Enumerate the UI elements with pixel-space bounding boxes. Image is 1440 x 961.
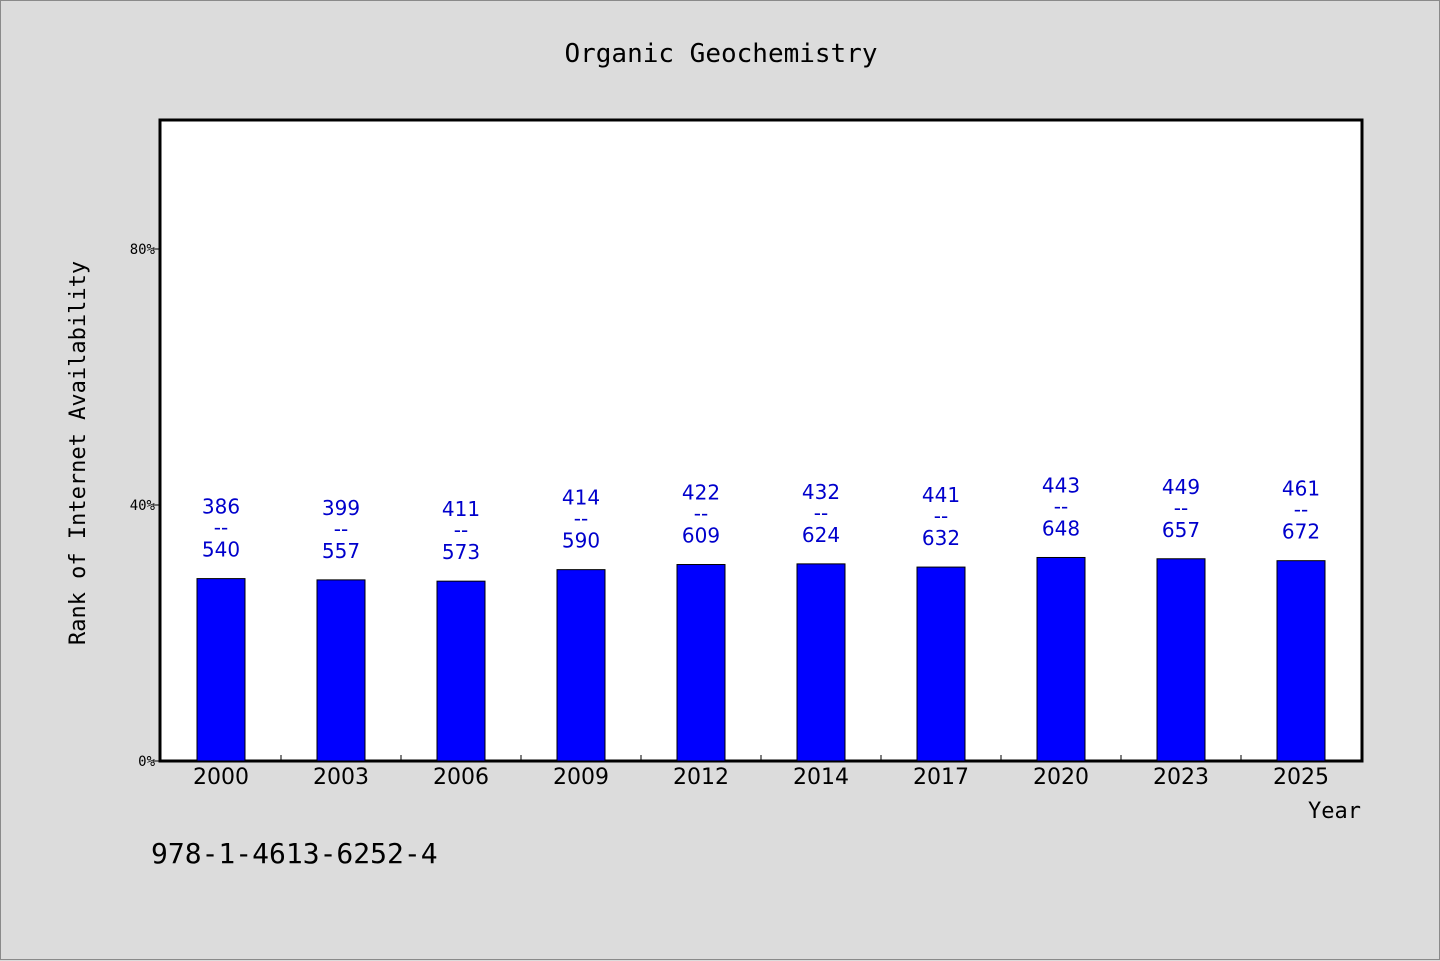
data-label-separator: -- — [334, 517, 348, 541]
data-label-bottom: 672 — [1282, 520, 1320, 544]
data-label-top: 443 — [1042, 473, 1080, 497]
y-tick-label: 80% — [130, 242, 156, 258]
data-label-top: 449 — [1162, 475, 1200, 499]
data-label-bottom: 540 — [202, 538, 240, 562]
data-labels: 540--386557--399573--411590--414609--422… — [202, 473, 1320, 564]
x-tick-label: 2023 — [1153, 765, 1209, 790]
y-tick-label: 40% — [130, 498, 156, 514]
data-label-top: 399 — [322, 496, 360, 520]
data-label-bottom: 632 — [922, 526, 960, 550]
data-label-bottom: 657 — [1162, 518, 1200, 542]
bar — [1276, 560, 1326, 762]
x-tick-label: 2014 — [793, 765, 849, 790]
bar — [676, 564, 726, 762]
bar — [556, 569, 606, 762]
y-axis-label: Rank of Internet Availability — [66, 261, 91, 645]
bar-series — [196, 556, 1326, 762]
data-label-separator: -- — [934, 504, 948, 528]
y-axis: 0% 40% 80% — [130, 242, 161, 770]
x-tick-label: 2003 — [313, 765, 369, 790]
data-label-separator: -- — [814, 501, 828, 525]
data-label-top: 422 — [682, 481, 720, 505]
data-label-top: 441 — [922, 483, 960, 507]
data-label-bottom: 648 — [1042, 516, 1080, 540]
data-label-bottom: 609 — [682, 524, 720, 548]
bar — [316, 579, 366, 762]
data-label-separator: -- — [574, 507, 588, 531]
data-label-bottom: 573 — [442, 540, 480, 564]
data-label-separator: -- — [214, 516, 228, 540]
bar — [1156, 558, 1206, 762]
bar — [1036, 556, 1086, 762]
data-label-top: 386 — [202, 495, 240, 519]
data-label-bottom: 624 — [802, 523, 840, 547]
data-label-top: 414 — [562, 486, 600, 510]
data-label-top: 411 — [442, 497, 480, 521]
x-tick-label: 2006 — [433, 765, 489, 790]
bar — [436, 580, 486, 762]
chart-title: Organic Geochemistry — [564, 39, 877, 69]
x-tick-label: 2017 — [913, 765, 969, 790]
data-label-separator: -- — [454, 518, 468, 542]
x-tick-label: 2000 — [193, 765, 249, 790]
bar — [796, 563, 846, 762]
isbn-footnote: 978-1-4613-6252-4 — [151, 837, 438, 870]
data-label-separator: -- — [694, 502, 708, 526]
x-tick-label: 2012 — [673, 765, 729, 790]
data-label-bottom: 557 — [322, 539, 360, 563]
bar — [196, 578, 246, 762]
data-label-separator: -- — [1054, 494, 1068, 518]
x-tick-label: 2020 — [1033, 765, 1089, 790]
x-tick-label: 2009 — [553, 765, 609, 790]
x-tick-label: 2025 — [1273, 765, 1329, 790]
data-label-top: 432 — [802, 480, 840, 504]
data-label-top: 461 — [1282, 477, 1320, 501]
y-tick-label: 0% — [138, 754, 155, 770]
data-label-separator: -- — [1294, 498, 1308, 522]
x-axis-label: Year — [1308, 799, 1361, 824]
x-axis: 2000 2003 2006 2009 2012 2014 2017 2020 2023 2025 — [193, 755, 1329, 790]
data-label-bottom: 590 — [562, 529, 600, 553]
data-label-separator: -- — [1174, 496, 1188, 520]
bar — [916, 566, 966, 762]
